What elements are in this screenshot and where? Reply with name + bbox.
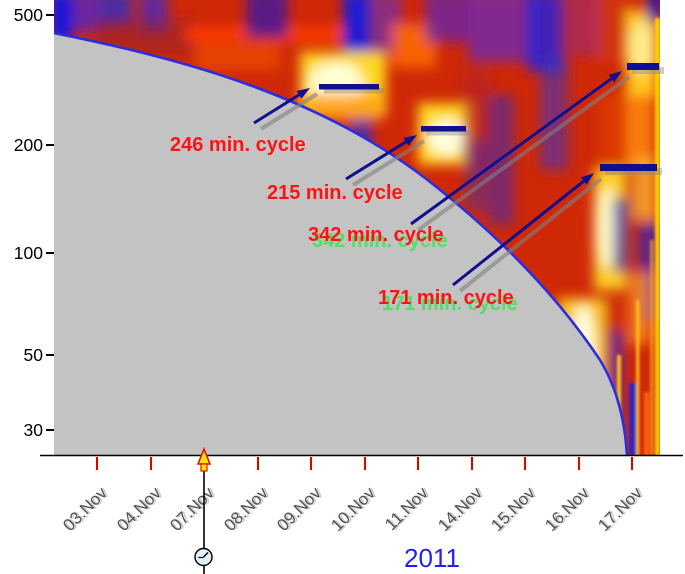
x-tick-label: 14.Nov (434, 483, 486, 535)
cycle-label[interactable]: 171 min. cycle (378, 287, 514, 309)
cycle-label[interactable]: 342 min. cycle (308, 224, 444, 246)
x-tick-label: 11.Nov (381, 483, 432, 534)
bar-shadow (324, 88, 384, 94)
cycle-arrow[interactable] (345, 137, 411, 181)
cycle-period-bar[interactable] (600, 164, 657, 171)
cycle-period-bar[interactable] (319, 84, 379, 90)
cycle-arrowhead-icon (296, 88, 310, 99)
y-tick-label: 50 (24, 345, 44, 365)
cycle-period-bar[interactable] (421, 126, 466, 132)
arrow-shadow (416, 75, 631, 232)
cycle-arrowhead-icon (580, 173, 594, 185)
cycle-arrow[interactable] (410, 74, 617, 226)
cone-edge-line (54, 31, 629, 456)
y-tick-label: 30 (24, 420, 44, 440)
x-tick-label: 15.Nov (487, 483, 539, 535)
cycle-arrowhead-icon (403, 135, 417, 146)
cycle-label[interactable]: 246 min. cycle (170, 134, 306, 156)
cycle-label-shadow: 171 min. cycle (382, 293, 518, 315)
x-tick-label: 04.Nov (113, 483, 165, 535)
y-tick-label: 100 (14, 243, 43, 263)
x-tick-label: 03.Nov (59, 483, 111, 535)
x-tick-label: 09.Nov (273, 483, 325, 535)
x-tick-label: 10.Nov (327, 483, 379, 535)
cone-of-influence (54, 33, 627, 456)
bar-shadow (426, 130, 471, 136)
time-cursor[interactable] (194, 446, 213, 574)
y-tick-label: 200 (14, 135, 43, 155)
x-tick-label: 07.Nov (166, 483, 218, 535)
cycle-arrow[interactable] (452, 176, 589, 287)
heatmap-spectrogram (54, 0, 660, 456)
clock-icon[interactable] (194, 547, 213, 567)
y-axis: 500 200 100 50 30 (14, 5, 54, 440)
x-tick-label: 16.Nov (541, 483, 593, 535)
cycle-arrow[interactable] (253, 90, 305, 125)
year-label: 2011 (404, 543, 460, 573)
cycle-label-shadow: 342 min. cycle (312, 230, 448, 252)
x-tick-label: 08.Nov (220, 483, 272, 535)
bar-shadow (632, 67, 664, 74)
arrow-shadow (351, 139, 426, 187)
y-tick-label: 500 (14, 5, 43, 25)
arrow-shadow (458, 177, 603, 293)
cycle-label[interactable]: 215 min. cycle (267, 182, 403, 204)
x-tick-label: 17.Nov (594, 483, 646, 535)
cycle-annotations: 246 min. cycle 215 min. cycle 342 min. cyc… (170, 63, 664, 315)
up-arrow-marker-stem[interactable] (200, 463, 208, 472)
bar-shadow (605, 168, 662, 175)
cycle-arrowhead-icon (608, 71, 622, 83)
arrow-shadow (259, 92, 319, 131)
cycle-period-bar[interactable] (627, 63, 659, 70)
